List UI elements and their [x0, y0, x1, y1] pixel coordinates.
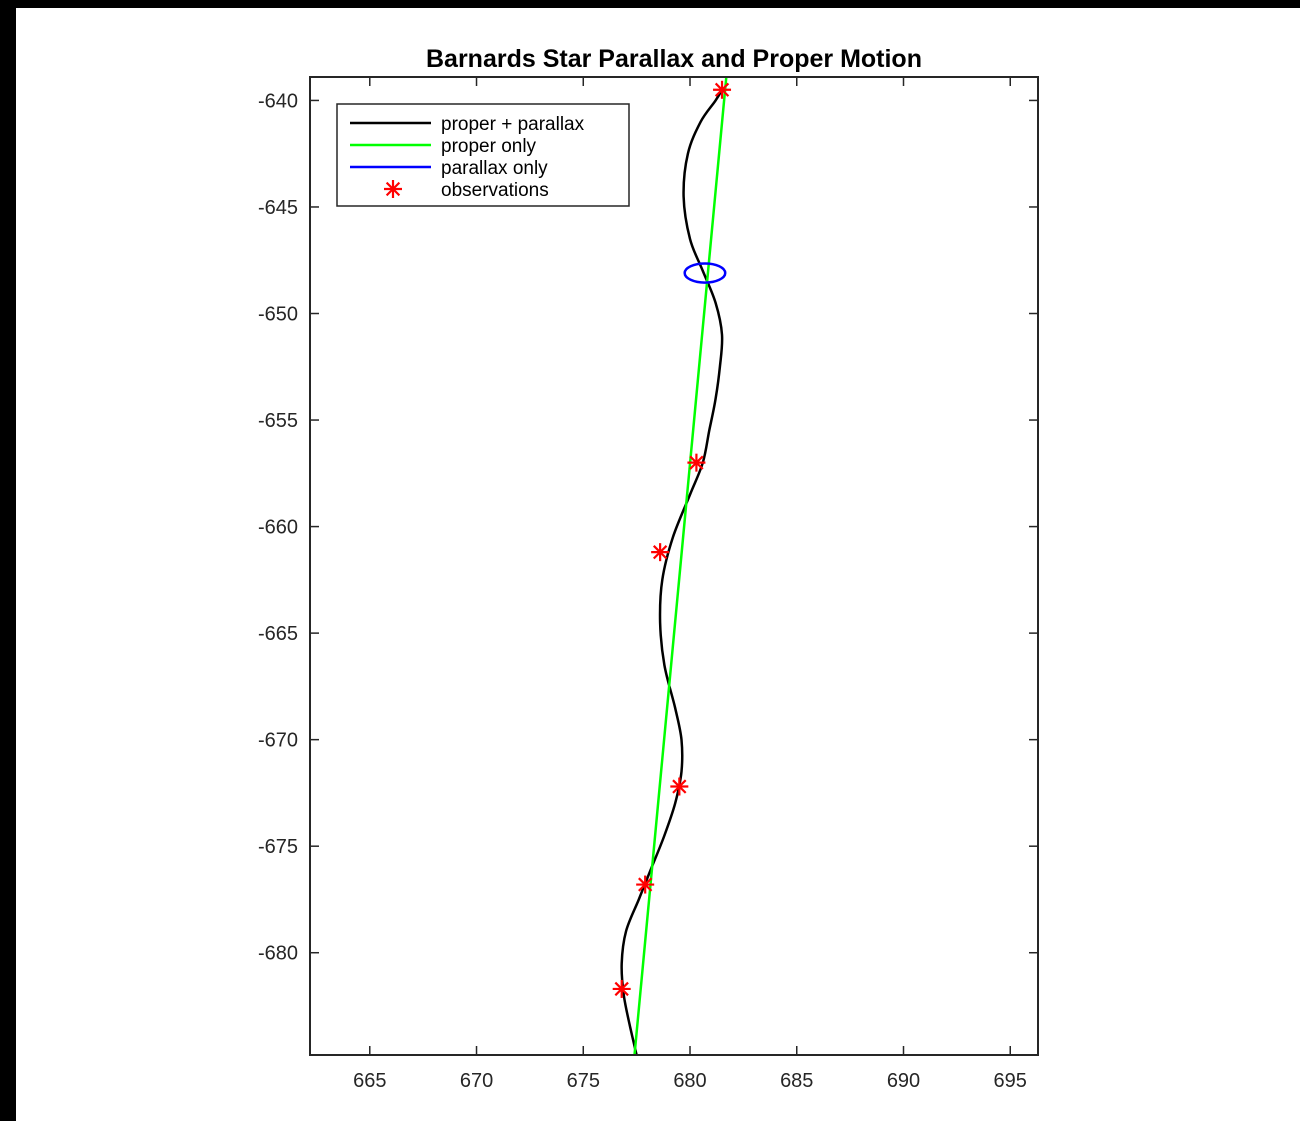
chart-title: Barnards Star Parallax and Proper Motion: [426, 45, 922, 73]
y-tick-label: -665: [258, 623, 298, 645]
plot-area: [310, 77, 1038, 1055]
legend-label-observations: observations: [441, 180, 549, 201]
observation-marker: [636, 875, 655, 894]
x-tick-label: 675: [567, 1070, 600, 1092]
y-tick-label: -675: [258, 836, 298, 858]
y-tick-label: -660: [258, 517, 298, 539]
y-tick-label: -645: [258, 197, 298, 219]
x-tick-label: 685: [780, 1070, 813, 1092]
observation-marker: [612, 979, 631, 998]
top-edge-border: [0, 0, 1300, 8]
observation-marker: [670, 777, 689, 796]
legend: proper + parallax proper only parallax o…: [336, 103, 630, 207]
y-tick-label: -640: [258, 90, 298, 112]
series-ellipse-parallax-only: [683, 262, 727, 284]
x-tick-label: 695: [994, 1070, 1027, 1092]
y-tick-label: -655: [258, 410, 298, 432]
x-tick-label: 680: [673, 1070, 706, 1092]
axes-box: [309, 76, 1039, 1056]
y-tick-label: -670: [258, 730, 298, 752]
observation-marker: [687, 453, 706, 472]
legend-star-marker: [384, 180, 402, 198]
left-edge-border: [0, 0, 16, 1121]
x-tick-label: 665: [353, 1070, 386, 1092]
legend-swatch-observations: [384, 180, 402, 198]
legend-label-parallax-only: parallax only: [441, 158, 548, 179]
y-tick-label: -680: [258, 943, 298, 965]
x-tick-label: 690: [887, 1070, 920, 1092]
series-line-proper-parallax: [620, 89, 724, 1055]
series-line-proper-only: [633, 77, 728, 1055]
legend-label-proper-parallax: proper + parallax: [441, 114, 585, 135]
observation-marker: [651, 543, 670, 562]
observation-marker: [713, 80, 732, 99]
x-tick-label: 670: [460, 1070, 493, 1092]
y-tick-label: -650: [258, 304, 298, 326]
legend-label-proper-only: proper only: [441, 136, 537, 157]
